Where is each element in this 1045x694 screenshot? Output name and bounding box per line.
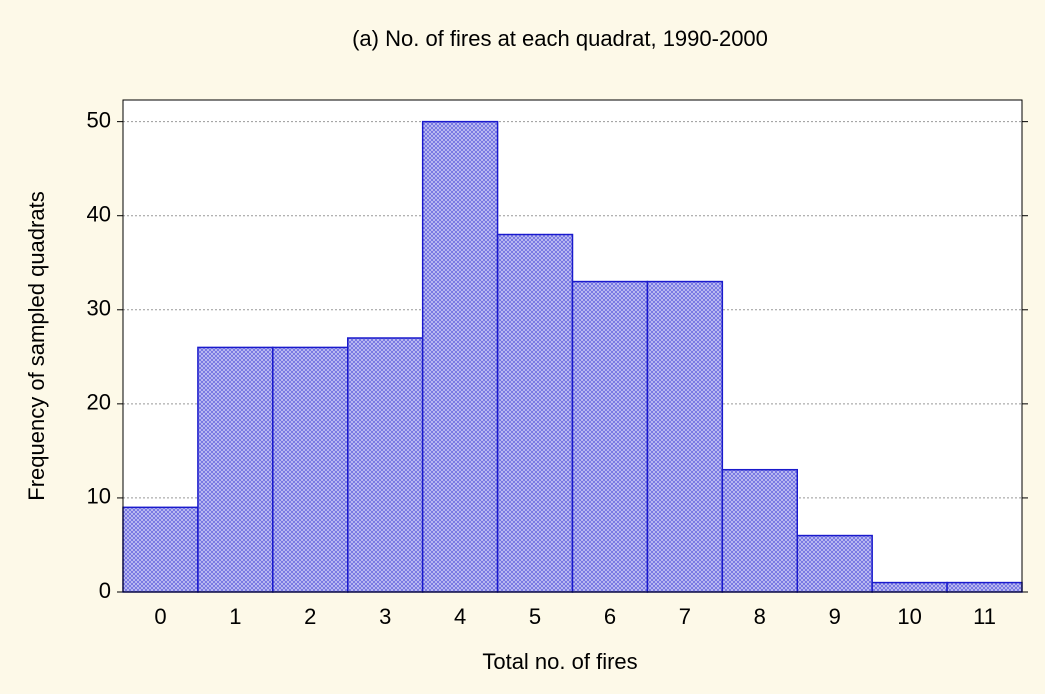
x-tick-label: 9: [829, 604, 841, 629]
x-tick-label: 1: [229, 604, 241, 629]
x-axis-label: Total no. of fires: [482, 649, 637, 674]
bar: [571, 280, 649, 593]
x-tick-label: 7: [679, 604, 691, 629]
x-tick-label: 8: [754, 604, 766, 629]
bar: [721, 468, 798, 593]
bar: [347, 337, 424, 593]
bar: [946, 581, 1023, 593]
x-tick-label: 4: [454, 604, 466, 629]
x-tick-label: 0: [154, 604, 166, 629]
y-tick-label: 50: [87, 107, 111, 132]
plot-frame: [122, 99, 1023, 593]
x-tick-label: 11: [973, 604, 996, 629]
y-tick-label: 0: [99, 578, 111, 603]
bar: [646, 280, 724, 593]
bar: [197, 346, 274, 593]
bar: [272, 346, 349, 593]
y-axis-label: Frequency of sampled quadrats: [24, 191, 49, 500]
x-tick-label: 3: [379, 604, 391, 629]
x-tick-label: 10: [897, 604, 921, 629]
y-tick-label: 10: [87, 484, 111, 509]
bar: [122, 506, 199, 593]
x-tick-label: 5: [529, 604, 541, 629]
y-tick-label: 20: [87, 390, 111, 415]
bar: [796, 534, 873, 593]
y-tick-label: 40: [87, 202, 111, 227]
bar: [421, 120, 499, 593]
bar: [871, 581, 948, 593]
chart-title: (a) No. of fires at each quadrat, 1990-2…: [352, 26, 768, 51]
x-tick-label: 2: [304, 604, 316, 629]
y-tick-label: 30: [87, 296, 111, 321]
x-tick-label: 6: [604, 604, 616, 629]
bar: [496, 233, 574, 593]
